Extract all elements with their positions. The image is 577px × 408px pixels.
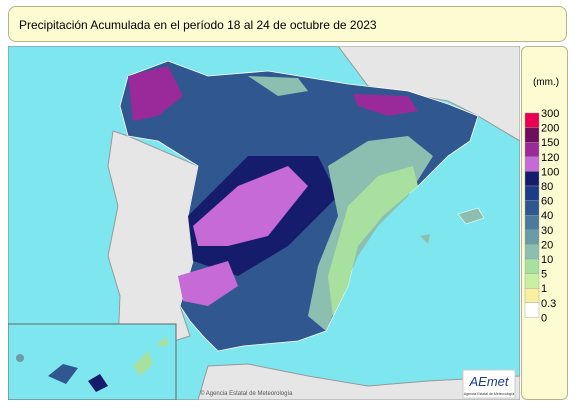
legend-label: 120 [541,152,559,164]
island [88,374,108,392]
legend-label: 80 [541,181,553,193]
legend-swatch [524,258,540,274]
legend-swatch [524,200,540,216]
legend-swatch [524,287,540,303]
legend-swatch [524,214,540,230]
logo-sub: Agencia Estatal de Meteorología [464,392,515,396]
island [48,364,78,384]
legend-label: 1 [541,283,547,295]
legend-label: 30 [541,225,553,237]
legend-label: 300 [541,108,559,120]
island [16,354,24,362]
legend-swatch [524,185,540,201]
zone [328,166,418,316]
legend-label: 40 [541,210,553,222]
island [156,336,168,346]
legend-label: 0.3 [541,298,556,310]
zone [178,261,238,306]
africa [197,363,520,400]
legend-label: 100 [541,166,559,178]
zone [248,76,308,96]
legend-swatch [524,229,540,245]
legend-label: 10 [541,254,553,266]
legend-swatch [524,302,540,318]
zone [128,66,183,121]
legend-swatch [524,244,540,260]
ibiza [420,234,430,244]
mallorca [457,207,485,225]
legend-swatch [524,141,540,157]
legend-unit: (mm.) [533,77,559,88]
legend: (mm.) 300 200 150 120 100 80 60 40 30 20 10 5 1 0.3 0 [521,46,568,400]
map: © Agencia Estatal de Meteorología AEmet … [8,46,520,400]
legend-swatch [524,273,540,289]
zone [353,94,418,116]
legend-swatch [524,112,540,128]
legend-swatch [524,171,540,187]
zone [193,166,308,246]
logo: AEmet [468,374,509,389]
legend-label: 5 [541,269,547,281]
legend-label: 200 [541,123,559,135]
credit: © Agencia Estatal de Meteorología [200,390,293,397]
legend-label: 20 [541,239,553,251]
legend-label: 0 [541,312,547,324]
legend-scale: (mm.) 300 200 150 120 100 80 60 40 30 20 10 5 1 0.3 0 [524,77,559,324]
island [133,351,153,376]
logo-box [462,369,516,399]
legend-label: 150 [541,137,559,149]
legend-label: 60 [541,196,553,208]
legend-swatch [524,127,540,143]
title: Precipitación Acumulada en el período 18… [8,6,567,42]
legend-swatch [524,156,540,172]
